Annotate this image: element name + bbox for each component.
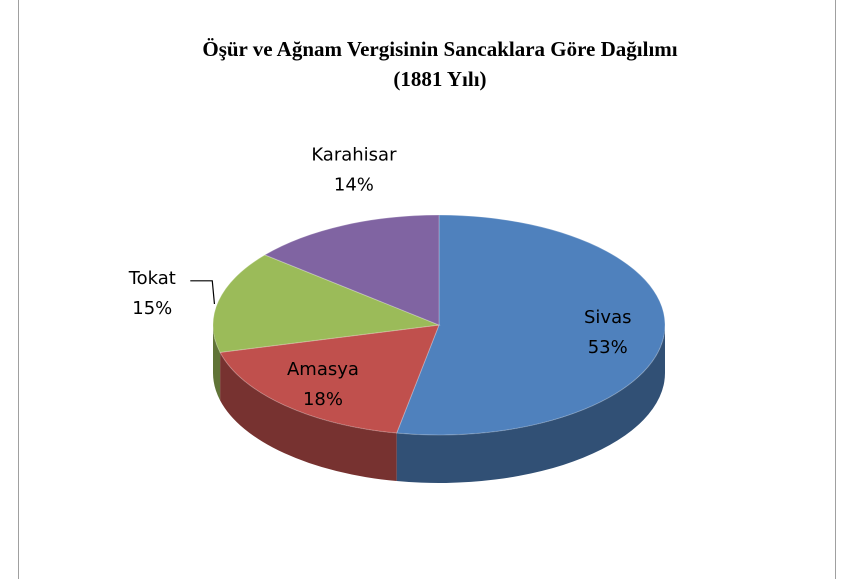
pie-slice bbox=[263, 214, 440, 326]
value-label: 14% bbox=[334, 175, 374, 196]
value-label: 18% bbox=[303, 389, 343, 410]
chart-title: Öşür ve Ağnam Vergisinin Sancaklara Göre… bbox=[202, 37, 677, 61]
pie-side bbox=[396, 325, 665, 483]
pie-sides bbox=[213, 325, 665, 483]
pie-labels: Sivas 53% Amasya 18% Tokat 15% Karahisar 14% bbox=[128, 145, 632, 411]
pie-side bbox=[213, 325, 221, 401]
category-label: Tokat bbox=[128, 268, 176, 289]
category-label: Karahisar bbox=[311, 145, 397, 166]
pie-slice bbox=[395, 214, 666, 436]
category-label: Amasya bbox=[287, 359, 359, 380]
pie-slice bbox=[219, 324, 440, 434]
category-label: Sivas bbox=[584, 307, 632, 328]
value-label: 53% bbox=[588, 337, 628, 358]
chart-subtitle: (1881 Yılı) bbox=[393, 67, 486, 91]
pie-slice bbox=[212, 254, 441, 353]
leader-line bbox=[190, 280, 216, 305]
pie-side bbox=[220, 352, 397, 482]
pie-tops bbox=[212, 214, 666, 436]
value-label: 15% bbox=[132, 298, 172, 319]
